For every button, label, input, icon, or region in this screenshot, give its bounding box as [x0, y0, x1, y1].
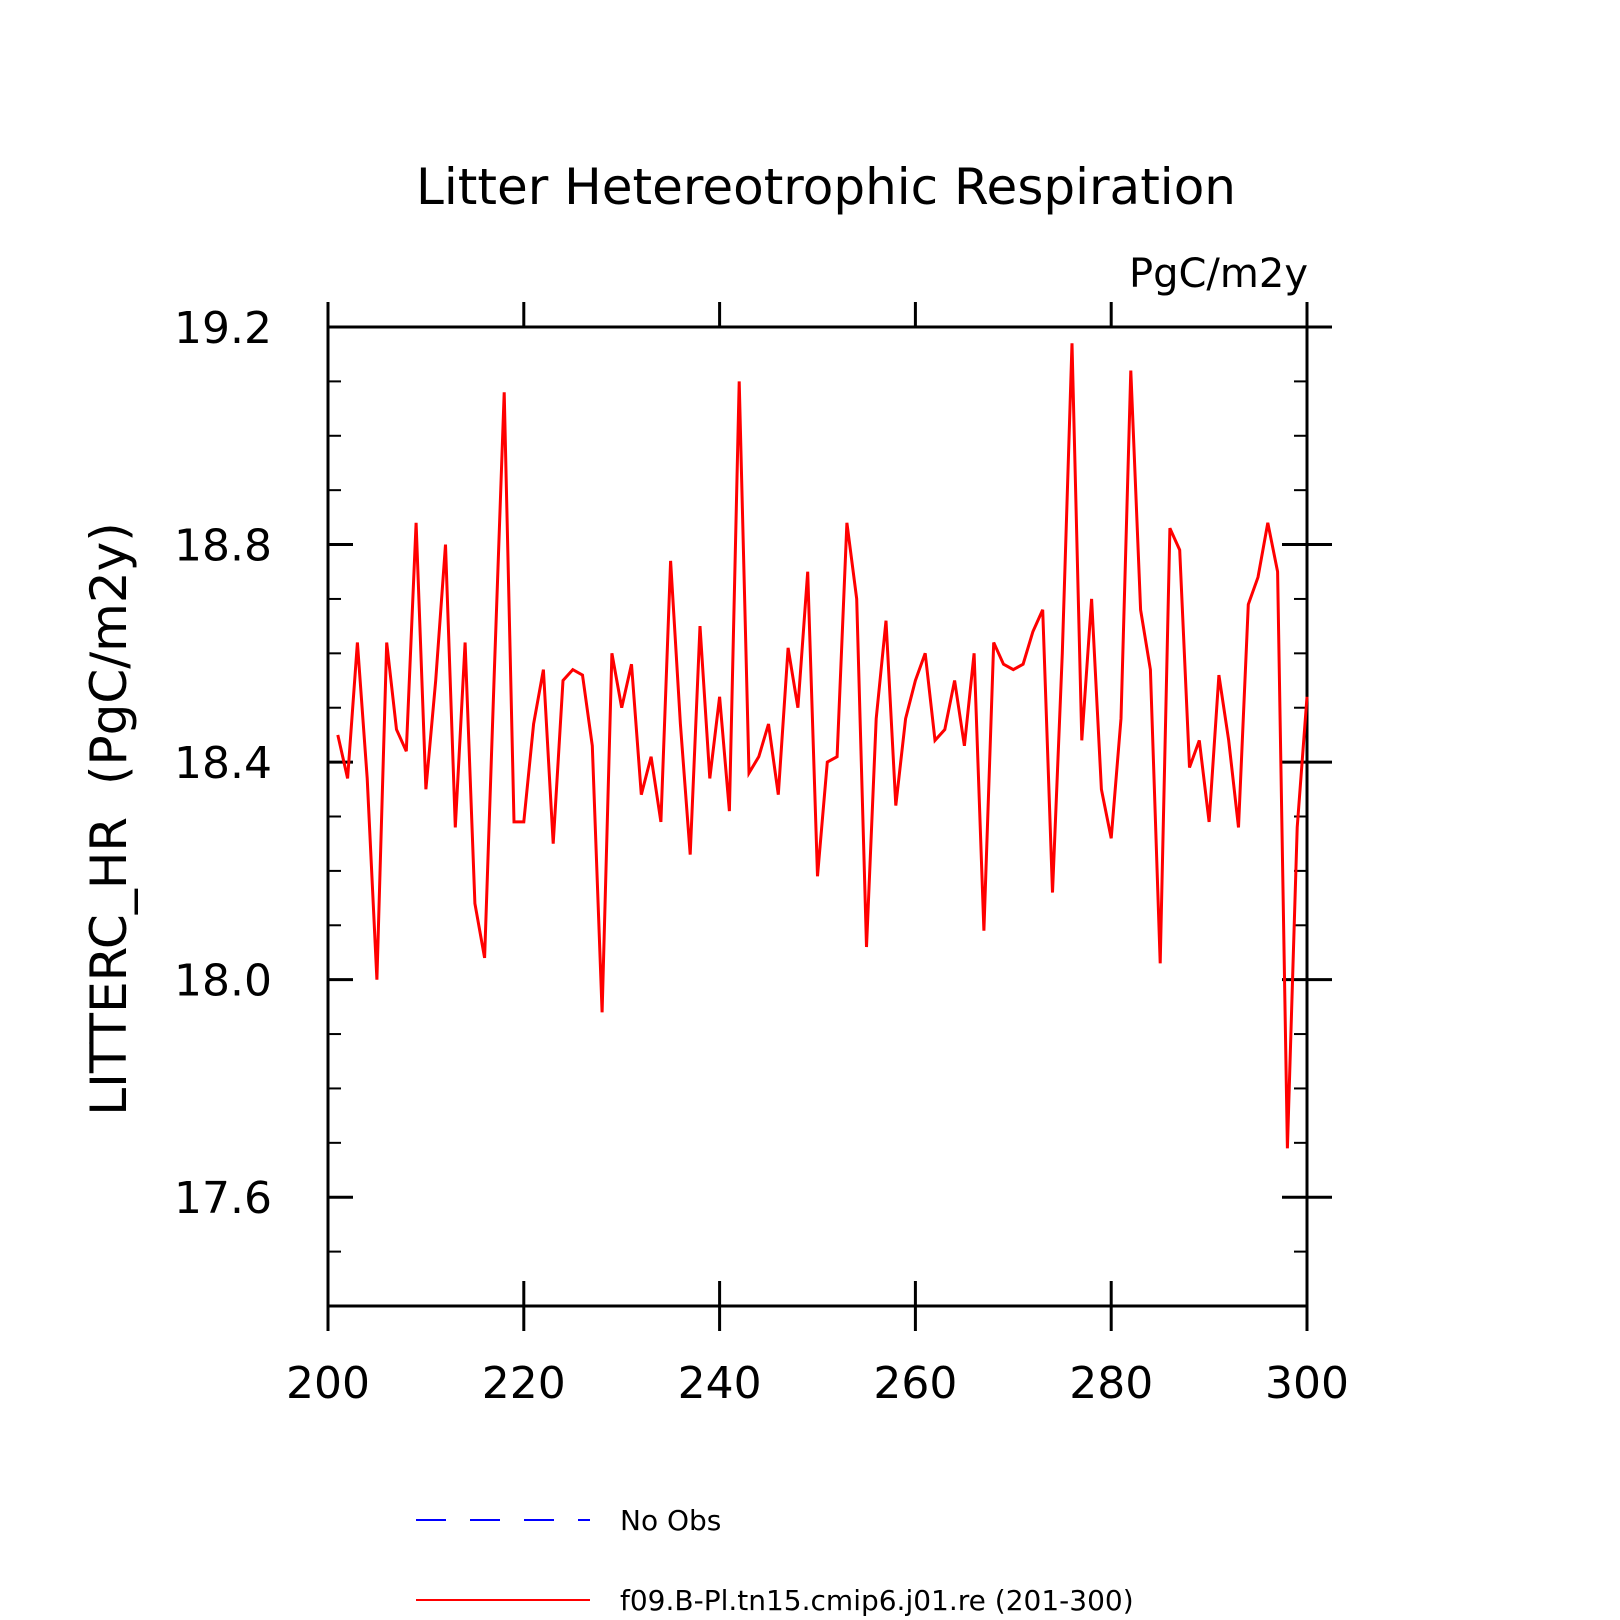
- x-tick-label: 300: [1265, 1358, 1349, 1409]
- legend-label: No Obs: [620, 1504, 721, 1537]
- y-tick-label: 18.4: [174, 738, 272, 789]
- plot-frame: [326, 325, 1309, 1308]
- x-axis-ticks: 200 220 240 260 280 300: [286, 302, 1349, 1409]
- plot-border: [326, 325, 1309, 1308]
- series-line: [336, 343, 1309, 1149]
- y-tick-label: 18.8: [174, 521, 272, 572]
- y-tick-label: 17.6: [174, 1173, 272, 1224]
- x-tick-label: 240: [678, 1358, 762, 1409]
- chart-title: Litter Hetereotrophic Respiration: [416, 158, 1236, 216]
- x-tick-label: 280: [1069, 1358, 1153, 1409]
- x-tick-label: 200: [286, 1358, 370, 1409]
- x-tick-label: 260: [873, 1358, 957, 1409]
- y-tick-label: 19.2: [174, 303, 272, 354]
- units-label: PgC/m2y: [1129, 251, 1308, 297]
- legend: No Obs f09.B-Pl.tn15.cmip6.j01.re (201-30…: [416, 1504, 1134, 1617]
- y-tick-label: 18.0: [174, 956, 272, 1007]
- y-axis-title: LITTERC_HR (PgC/m2y): [80, 522, 138, 1115]
- y-axis-ticks: 17.6 18.0 18.4 18.8 19.2: [174, 303, 1332, 1307]
- legend-label: f09.B-Pl.tn15.cmip6.j01.re (201-300): [620, 1584, 1134, 1617]
- series-layer: [336, 343, 1309, 1149]
- x-tick-label: 220: [482, 1358, 566, 1409]
